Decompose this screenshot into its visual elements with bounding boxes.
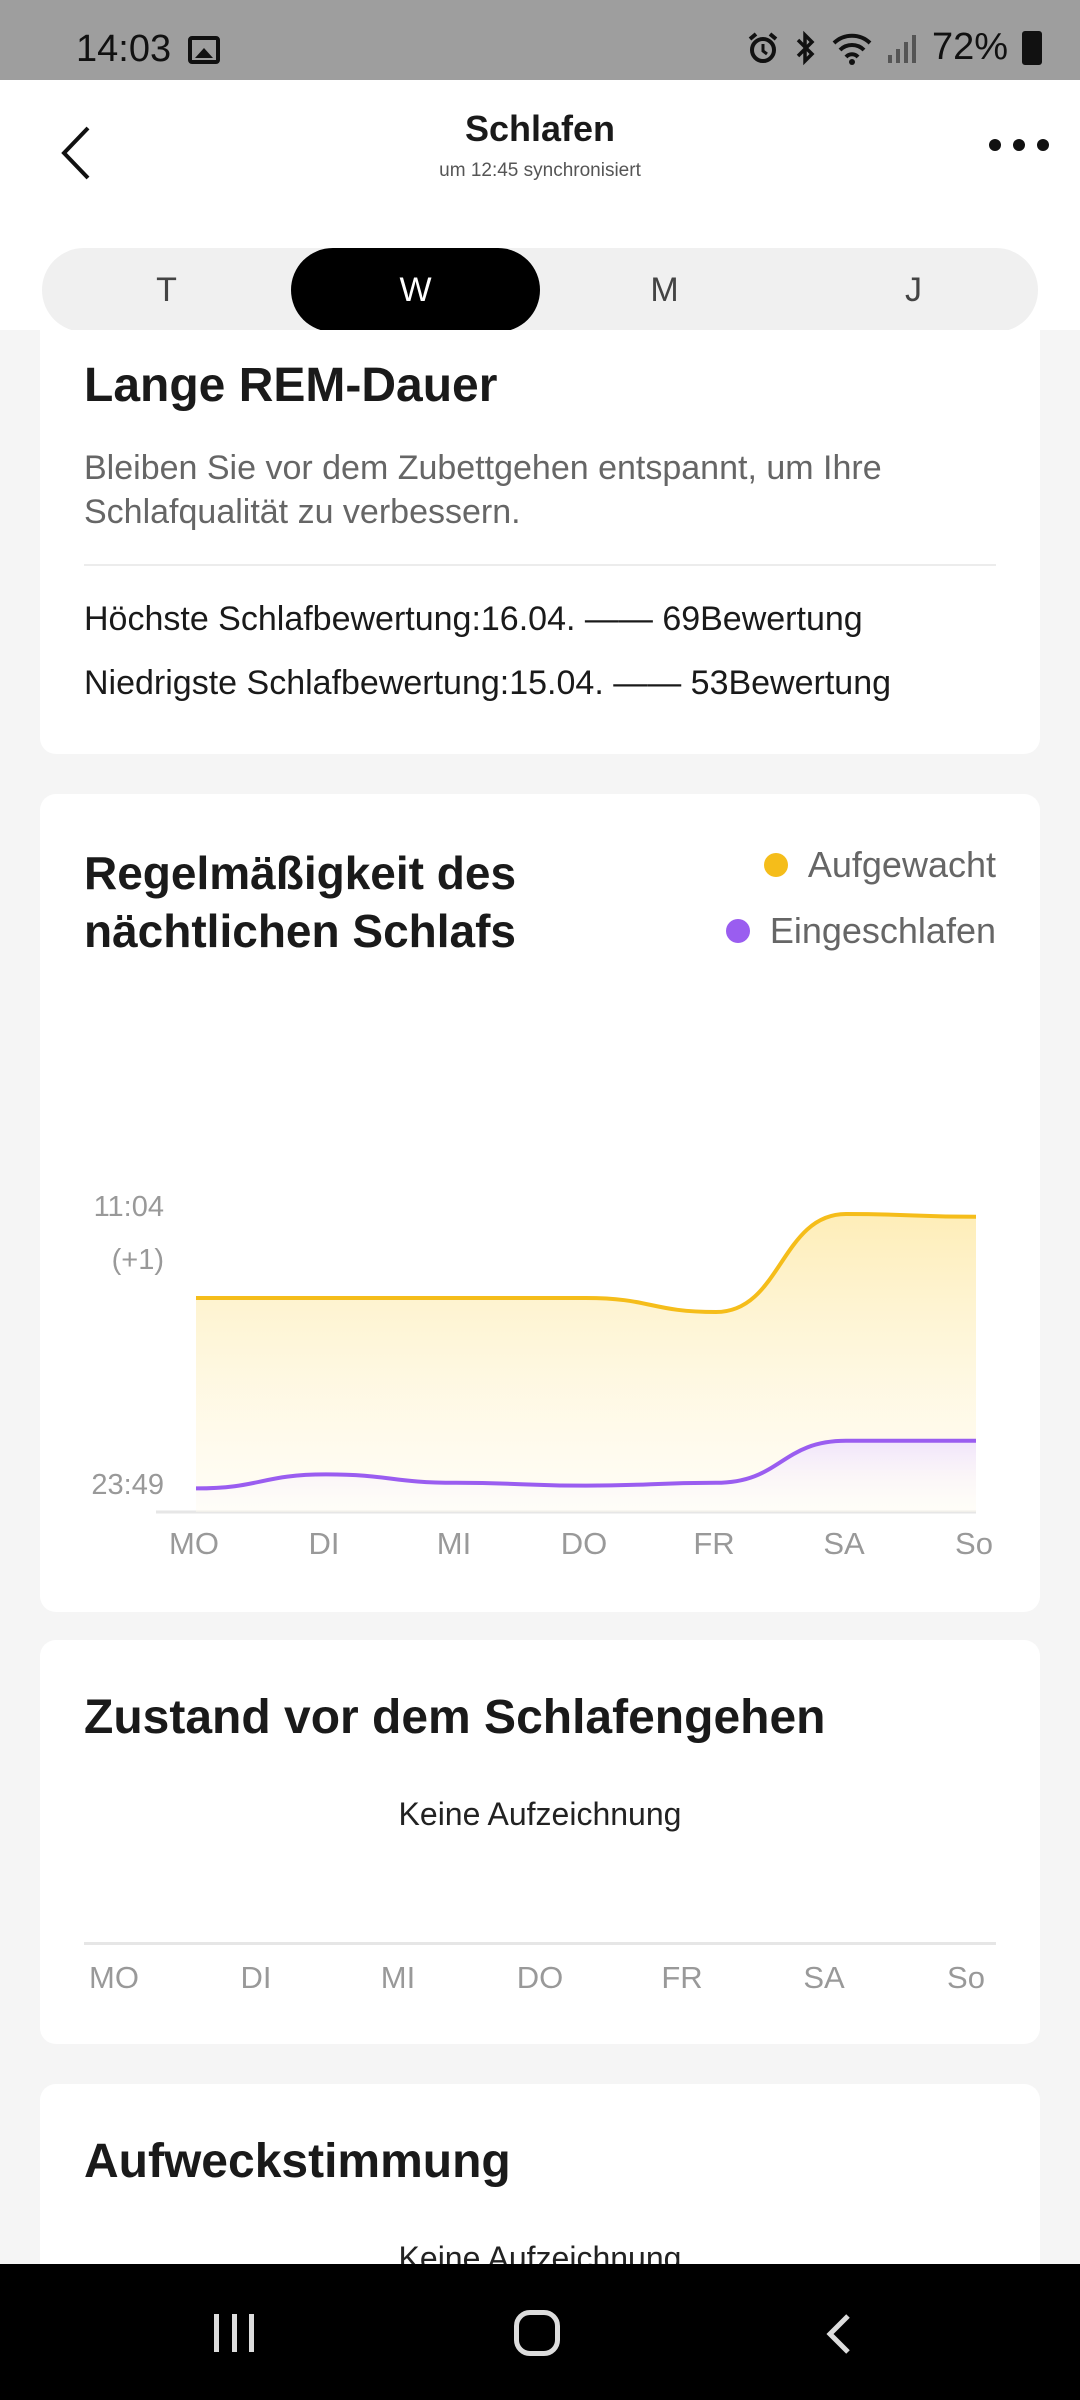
pre-sleep-card-title: Zustand vor dem Schlafengehen (84, 1691, 826, 1744)
asleep-series-area (196, 1440, 976, 1512)
day-label: FR (661, 1960, 703, 1995)
x-tick-label: DI (309, 1526, 340, 1561)
page-title: Schlafen (464, 108, 616, 149)
legend-awake-dot (763, 853, 788, 877)
tab-month[interactable]: M (650, 271, 679, 309)
highest-score: Höchste Schlafbewertung:16.04. —— 69Bewe… (84, 600, 863, 638)
legend-asleep: Eingeschlafen (725, 910, 996, 952)
day-label: MI (380, 1960, 416, 1995)
day-label: DI (240, 1960, 272, 1995)
lowest-score: Niedrigste Schlafbewertung:15.04. —— 53B… (84, 664, 892, 702)
x-tick-label: SA (823, 1526, 865, 1561)
wifi-icon (832, 33, 872, 65)
app-header: Schlafen um 12:45 synchronisiert T W M J (0, 80, 1080, 332)
pre-sleep-axis (84, 1942, 996, 1945)
rem-insight-card: Lange REM-Dauer Bleiben Sie vor dem Zube… (40, 330, 1040, 754)
more-options-icon[interactable] (984, 130, 1054, 160)
day-label: DO (516, 1960, 564, 1995)
rem-card-description: Bleiben Sie vor dem Zubettgehen entspann… (84, 449, 882, 531)
period-selector: T W M J (42, 248, 1038, 332)
awake-series-line (196, 1211, 977, 1315)
signal-icon (887, 34, 916, 63)
y-tick-label: 23:49 (91, 1469, 164, 1501)
divider (84, 564, 996, 566)
alarm-icon (748, 31, 778, 63)
x-tick-label: DO (561, 1526, 608, 1561)
status-icons: 72% (746, 26, 1042, 69)
day-label: So (947, 1960, 985, 1995)
x-tick-label: MI (437, 1526, 471, 1561)
image-notification-icon (188, 36, 220, 64)
legend-asleep-label: Eingeschlafen (769, 910, 996, 951)
pre-sleep-card: Zustand vor dem Schlafengehen Keine Aufz… (40, 1640, 1040, 2044)
tab-year[interactable]: J (905, 271, 922, 309)
day-label: SA (803, 1960, 845, 1995)
x-tick-label: So (955, 1526, 993, 1561)
bluetooth-icon (796, 30, 815, 65)
status-bar: 14:03 72% (0, 0, 1080, 80)
rem-card-title: Lange REM-Dauer (84, 359, 498, 412)
system-nav-bar (0, 2264, 1080, 2400)
pre-sleep-empty-text: Keine Aufzeichnung (398, 1796, 682, 1832)
nav-back-icon[interactable] (824, 2312, 854, 2356)
x-tick-label: MO (169, 1526, 219, 1561)
pre-sleep-day-labels: MO DI MI DO FR SA So (84, 1960, 996, 1996)
tab-week[interactable]: W (291, 248, 540, 332)
wake-mood-card-title: Aufweckstimmung (84, 2135, 511, 2188)
sync-status: um 12:45 synchronisiert (439, 160, 641, 181)
y-tick-label: (+1) (112, 1244, 164, 1276)
recent-apps-icon[interactable] (214, 2314, 254, 2352)
regularity-card-title: Regelmäßigkeit des nächtlichen Schlafs (84, 847, 517, 957)
battery-icon (1022, 30, 1042, 65)
regularity-card: 11:04 (+1) 23:49 MO DI MI DO FR SA So Regelmäßigk… (40, 794, 1040, 1612)
y-tick-label: 11:04 (94, 1191, 164, 1223)
battery-percent: 72% (931, 26, 1008, 68)
status-time: 14:03 (76, 28, 172, 70)
legend-awake: Aufgewacht (763, 844, 996, 886)
awake-series-area (196, 1214, 976, 1512)
x-tick-label: FR (693, 1526, 734, 1561)
back-arrow-icon[interactable] (52, 118, 102, 188)
tab-day[interactable]: T (156, 271, 177, 309)
day-label: MO (89, 1960, 139, 1995)
legend-awake-label: Aufgewacht (807, 844, 996, 885)
asleep-series-line (195, 1438, 976, 1491)
legend-asleep-dot (725, 919, 750, 943)
home-icon[interactable] (514, 2310, 560, 2356)
